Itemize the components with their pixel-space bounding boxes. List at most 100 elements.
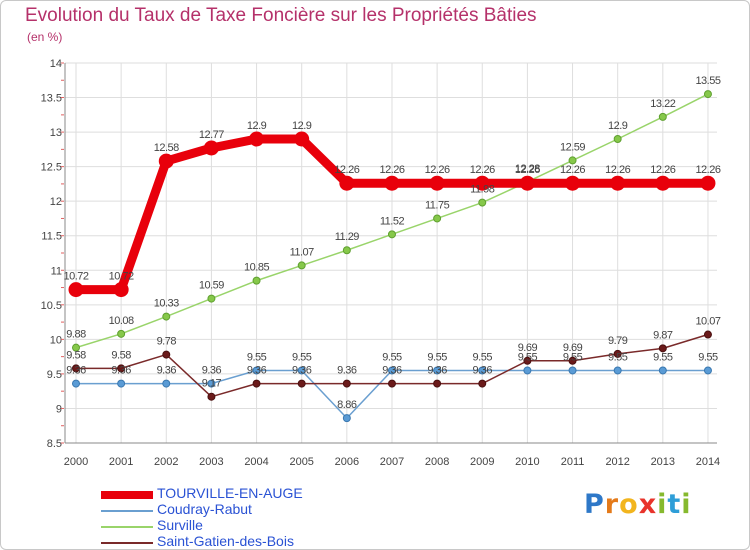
data-label-surville: 11.29	[335, 231, 360, 243]
data-point-tourville	[610, 175, 626, 191]
y-tick-label: 12	[50, 196, 62, 208]
data-point-surville	[703, 90, 712, 99]
data-label-tourville: 10.72	[63, 271, 88, 283]
data-label-surville: 11.52	[380, 215, 405, 227]
data-label-coudray: 8.86	[337, 399, 357, 411]
data-point-coudray	[297, 366, 306, 375]
data-label-surville: 10.59	[199, 280, 224, 292]
data-label-surville: 12.59	[560, 141, 585, 153]
logo-letter: t	[667, 489, 682, 520]
data-label-tourville: 12.9	[292, 120, 312, 132]
data-label-surville: 12.9	[608, 120, 628, 132]
data-label-surville: 10.33	[154, 298, 179, 310]
data-label-coudray: 9.36	[157, 365, 177, 377]
data-label-coudray: 9.55	[563, 351, 583, 363]
legend-swatch-saint-gatien	[101, 542, 153, 544]
data-point-surville	[478, 198, 487, 207]
data-point-coudray	[252, 366, 261, 375]
data-point-coudray	[613, 366, 622, 375]
legend-label-coudray: Coudray-Rabut	[157, 501, 252, 517]
y-tick-label: 13	[50, 127, 62, 139]
data-label-saint-gatien: 9.58	[66, 349, 86, 361]
legend-label-tourville: TOURVILLE-EN-AUGE	[157, 485, 303, 501]
data-point-surville	[207, 294, 216, 303]
data-label-saint-gatien: 10.07	[695, 316, 720, 328]
x-tick-label: 2013	[651, 456, 675, 468]
data-point-coudray	[72, 379, 80, 388]
data-point-tourville	[249, 131, 265, 147]
data-label-tourville: 12.26	[650, 164, 675, 176]
logo-letter: r	[604, 489, 620, 520]
data-point-saint-gatien	[433, 379, 442, 388]
data-point-saint-gatien	[162, 350, 171, 359]
data-label-saint-gatien: 9.36	[427, 365, 447, 377]
data-point-saint-gatien	[523, 356, 532, 365]
data-label-saint-gatien: 9.79	[608, 335, 628, 347]
data-label-coudray: 9.55	[292, 351, 312, 363]
legend-item-tourville: TOURVILLE-EN-AUGE	[101, 485, 361, 503]
data-point-saint-gatien	[342, 379, 351, 388]
data-point-coudray	[433, 366, 442, 375]
x-tick-label: 2002	[154, 456, 178, 468]
data-point-tourville	[429, 175, 445, 191]
y-tick-label: 9	[56, 403, 62, 415]
data-point-surville	[433, 214, 442, 223]
data-label-tourville: 12.9	[247, 120, 267, 132]
data-point-saint-gatien	[297, 379, 306, 388]
data-point-saint-gatien	[568, 356, 577, 365]
data-label-coudray: 9.36	[202, 365, 222, 377]
data-label-coudray: 9.55	[473, 351, 493, 363]
data-point-surville	[252, 276, 261, 285]
data-point-coudray	[523, 366, 532, 375]
data-point-tourville	[655, 175, 671, 191]
legend-swatch-coudray	[101, 510, 153, 512]
data-point-coudray	[117, 379, 126, 388]
y-tick-label: 9.5	[47, 369, 62, 381]
data-point-surville	[162, 312, 171, 321]
data-point-saint-gatien	[72, 364, 80, 373]
data-point-saint-gatien	[252, 379, 261, 388]
x-tick-label: 2004	[244, 456, 268, 468]
logo-letter: i	[657, 489, 668, 520]
data-label-saint-gatien: 9.87	[653, 329, 673, 341]
data-label-coudray: 9.55	[698, 351, 718, 363]
data-label-surville: 10.85	[244, 262, 269, 274]
data-point-surville	[72, 343, 80, 352]
y-tick-label: 10.5	[41, 300, 62, 312]
data-label-saint-gatien: 9.36	[292, 365, 312, 377]
data-label-tourville: 12.58	[154, 142, 179, 154]
x-tick-label: 2007	[380, 456, 404, 468]
y-tick-label: 13.5	[41, 93, 62, 105]
data-label-saint-gatien: 9.69	[563, 342, 583, 354]
data-label-surville: 12.28	[515, 163, 540, 175]
data-label-tourville: 12.26	[605, 164, 630, 176]
data-point-tourville	[700, 175, 716, 191]
data-point-tourville	[565, 175, 581, 191]
data-point-surville	[613, 135, 622, 143]
data-label-coudray: 9.55	[653, 351, 673, 363]
y-tick-label: 12.5	[41, 162, 62, 174]
data-point-surville	[387, 230, 396, 239]
data-point-surville	[342, 246, 351, 255]
data-label-coudray: 9.55	[247, 351, 267, 363]
data-label-saint-gatien: 9.36	[337, 365, 357, 377]
data-label-tourville: 12.26	[425, 164, 450, 176]
data-label-saint-gatien: 9.78	[157, 336, 177, 348]
data-label-surville: 9.88	[66, 329, 86, 341]
data-label-surville: 11.75	[425, 199, 450, 211]
data-point-coudray	[342, 414, 351, 423]
data-point-tourville	[158, 153, 174, 169]
data-point-surville	[117, 329, 126, 338]
data-label-surville: 10.08	[109, 315, 134, 327]
data-point-tourville	[113, 282, 129, 298]
data-label-coudray: 9.55	[608, 351, 628, 363]
y-tick-label: 8.5	[47, 438, 62, 450]
data-point-saint-gatien	[703, 330, 712, 339]
data-point-saint-gatien	[658, 344, 667, 353]
x-tick-label: 2010	[515, 456, 539, 468]
x-tick-label: 2003	[199, 456, 223, 468]
data-label-surville: 11.98	[470, 184, 495, 196]
data-point-saint-gatien	[478, 379, 487, 388]
legend-label-saint-gatien: Saint-Gatien-des-Bois	[157, 533, 294, 549]
